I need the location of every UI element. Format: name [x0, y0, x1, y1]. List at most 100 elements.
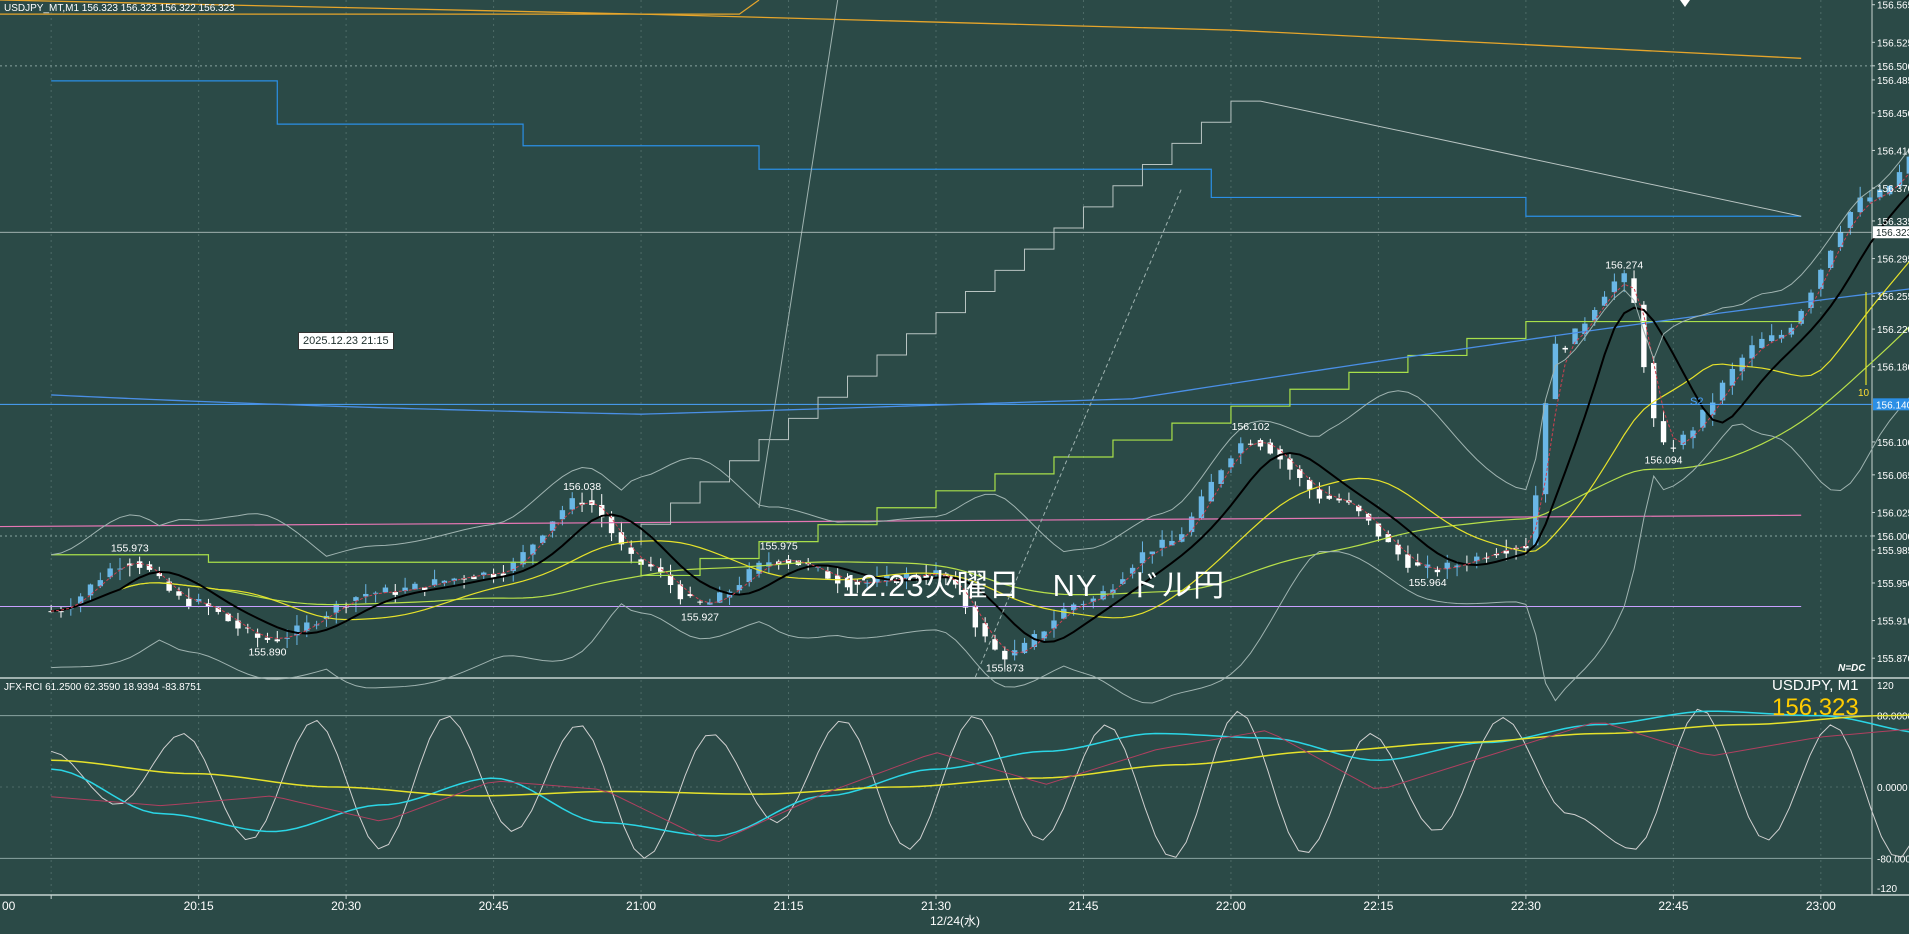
- candle-body: [992, 639, 998, 650]
- y-tick-label: 156.025: [1877, 508, 1909, 519]
- candle-body: [1238, 443, 1244, 454]
- lower-band-line: [51, 397, 1909, 704]
- candle-body: [884, 574, 890, 582]
- candle-body: [1768, 335, 1775, 342]
- rci-tick-label: 120: [1877, 681, 1894, 692]
- candle-body: [1601, 296, 1608, 306]
- candle-body: [1906, 156, 1909, 174]
- candle-body: [1070, 604, 1077, 611]
- candle-body: [1631, 278, 1637, 303]
- rci-short-line: [50, 708, 1909, 859]
- x-tick-label: 22:15: [1363, 899, 1393, 913]
- candle-body: [1818, 269, 1824, 289]
- candle-body: [1228, 458, 1234, 468]
- candle-body: [274, 639, 280, 642]
- candle-body: [176, 591, 182, 596]
- candle-body: [1031, 634, 1038, 647]
- candle-body: [1100, 591, 1106, 600]
- candle-body: [1493, 553, 1500, 556]
- candle-body: [156, 571, 163, 577]
- y-tick-label: 155.950: [1877, 579, 1909, 590]
- candle-body: [687, 594, 693, 597]
- x-tick-label: 22:30: [1511, 899, 1541, 913]
- red-ma-line: [51, 172, 1909, 654]
- y-tick-label: 156.065: [1877, 471, 1909, 482]
- candle-body: [1827, 250, 1834, 268]
- candle-body: [1778, 334, 1785, 339]
- candle-body: [1375, 523, 1382, 537]
- x-tick-label: 21:30: [921, 899, 951, 913]
- candle-body: [746, 569, 752, 583]
- candle-body: [1808, 292, 1814, 309]
- candle-body: [1454, 565, 1460, 568]
- candle-body: [1857, 197, 1863, 213]
- candle-body: [1061, 608, 1067, 619]
- y-tick-label: 156.485: [1877, 76, 1909, 87]
- candle-body: [451, 578, 457, 581]
- rci-tick-label: 0.0000: [1877, 783, 1908, 794]
- candle-body: [893, 579, 900, 583]
- y-tick-label: 156.500: [1877, 62, 1909, 73]
- rci-tick-label: 80.0000: [1877, 712, 1909, 723]
- x-tick-label: 00: [2, 899, 16, 913]
- orange-ma-line: [0, 0, 1802, 59]
- yellow-ma-line: [51, 261, 1909, 621]
- candle-body: [127, 563, 133, 566]
- y-tick-label: 155.985: [1877, 546, 1909, 557]
- candle-body: [205, 603, 212, 607]
- rci-long-line: [51, 714, 1909, 797]
- candle-body: [952, 578, 959, 585]
- x-tick-label: 21:45: [1068, 899, 1098, 913]
- candle-body: [1641, 304, 1647, 368]
- candle-body: [628, 547, 634, 554]
- candle-body: [1759, 338, 1765, 349]
- candle-body: [1041, 631, 1047, 639]
- candle-body: [343, 606, 349, 608]
- rci-tick-label: -80.0000: [1877, 854, 1909, 865]
- candle-body: [107, 568, 113, 578]
- candle-body: [608, 516, 615, 534]
- candle-body: [422, 587, 428, 591]
- candle-body: [1297, 469, 1303, 478]
- trend-guide-line: [974, 187, 1183, 678]
- candle-body: [933, 570, 939, 574]
- price-label: 155.964: [1409, 577, 1447, 589]
- y-tick-label: 156.140: [1876, 400, 1909, 411]
- candle-body: [264, 637, 271, 640]
- candle-body: [1080, 603, 1087, 605]
- candle-body: [1090, 598, 1097, 602]
- candle-body: [500, 573, 507, 577]
- candle-body: [372, 592, 379, 594]
- candle-body: [569, 498, 575, 510]
- candle-body: [1739, 357, 1745, 372]
- candle-body: [913, 576, 920, 578]
- ten-label: 10: [1858, 388, 1870, 399]
- candle-body: [658, 567, 664, 572]
- y-tick-label: 156.255: [1877, 292, 1909, 303]
- upper-band-line: [51, 148, 1909, 557]
- candle-body: [215, 607, 221, 612]
- x-tick-label: 21:00: [626, 899, 656, 913]
- candle-body: [441, 580, 448, 583]
- candle-body: [1572, 328, 1578, 345]
- candle-body: [1690, 430, 1696, 439]
- price-label: 155.927: [681, 612, 719, 624]
- x-tick-label: 20:15: [184, 899, 214, 913]
- candle-body: [1336, 498, 1342, 501]
- candle-body: [618, 532, 625, 545]
- green-ma-line: [51, 326, 1909, 612]
- candle-body: [579, 502, 585, 505]
- candle-body: [97, 580, 104, 587]
- axis-price-highlight: [1873, 398, 1909, 411]
- candle-body: [1188, 516, 1195, 533]
- candle-body: [1483, 557, 1490, 559]
- candle-body: [1316, 489, 1323, 499]
- indicator-header: JFX-RCI 61.2500 62.3590 18.9394 -83.8751: [4, 682, 202, 693]
- orange-step-line: [0, 0, 760, 15]
- candle-body: [530, 544, 536, 555]
- y-tick-label: 155.870: [1877, 654, 1909, 665]
- candle-body: [77, 596, 84, 604]
- x-tick-label: 23:00: [1806, 899, 1836, 913]
- candle-body: [431, 579, 438, 586]
